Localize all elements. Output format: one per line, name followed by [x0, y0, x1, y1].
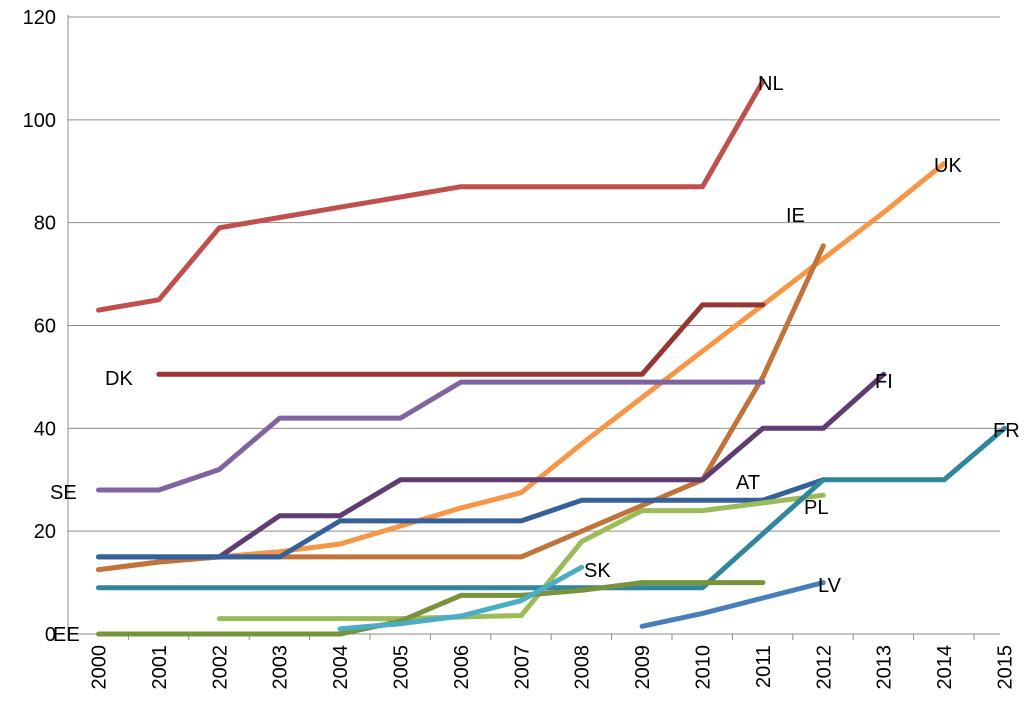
series-line-se [96, 379, 766, 493]
series-label-fr: FR [993, 420, 1020, 442]
series-label-sk: SK [584, 560, 611, 582]
x-tick-label: 2001 [149, 645, 171, 690]
x-tick-label: 2013 [874, 645, 896, 690]
series-label-lv: LV [818, 575, 842, 597]
series-line-sk [337, 564, 585, 632]
x-tick-label: 2006 [451, 645, 473, 690]
x-tick-label: 2011 [753, 645, 775, 688]
series-line-fi [96, 371, 887, 560]
series-line-lv [639, 580, 826, 629]
x-tick-label: 2004 [330, 645, 352, 690]
x-tick-label: 2005 [391, 645, 413, 690]
y-tick-label: 40 [34, 418, 56, 440]
series-label-nl: NL [758, 73, 784, 95]
series-line-dk [156, 302, 766, 377]
y-tick-label: 100 [23, 110, 56, 132]
x-tick-label: 2000 [89, 645, 111, 690]
series-label-se: SE [50, 482, 77, 504]
series-label-fi: FI [875, 371, 893, 393]
series-label-pl: PL [804, 497, 828, 519]
y-tick-label: 20 [34, 521, 56, 543]
x-tick-label: 2007 [511, 645, 533, 690]
series-label-dk: DK [105, 368, 133, 390]
y-tick-label: 120 [23, 7, 56, 29]
series-line-nl [96, 78, 766, 313]
x-tick-label: 2008 [572, 645, 594, 690]
x-tick-label: 2012 [813, 645, 835, 690]
series-lines [96, 78, 1007, 637]
series-label-uk: UK [934, 155, 962, 177]
series-labels: NL UK IE DK SE FI AT PL FR EE SK LV [50, 73, 1020, 646]
x-tick-label: 2014 [934, 645, 956, 690]
x-tick-label: 2010 [693, 645, 715, 690]
series-label-ie: IE [786, 205, 805, 227]
x-tick-label: 2003 [270, 645, 292, 690]
y-axis-tick-labels: 0 20 40 60 80 100 120 [23, 7, 56, 646]
series-label-ee: EE [53, 624, 80, 646]
x-tick-label: 2009 [632, 645, 654, 690]
x-tick-label: 2015 [995, 645, 1017, 690]
x-axis-tick-labels: 2000 2001 2002 2003 2004 2005 2006 2007 2008 2009… [89, 645, 1017, 690]
x-tick-label: 2002 [209, 645, 231, 690]
y-tick-label: 0 [45, 624, 56, 646]
series-line-pl [216, 492, 826, 622]
series-label-at: AT [736, 472, 760, 494]
gridlines [68, 16, 1000, 532]
y-tick-label: 80 [34, 213, 56, 235]
y-tick-label: 60 [34, 316, 56, 338]
series-line-at [96, 477, 826, 560]
series-line-ee [96, 580, 766, 637]
series-line-fr [96, 425, 1007, 591]
